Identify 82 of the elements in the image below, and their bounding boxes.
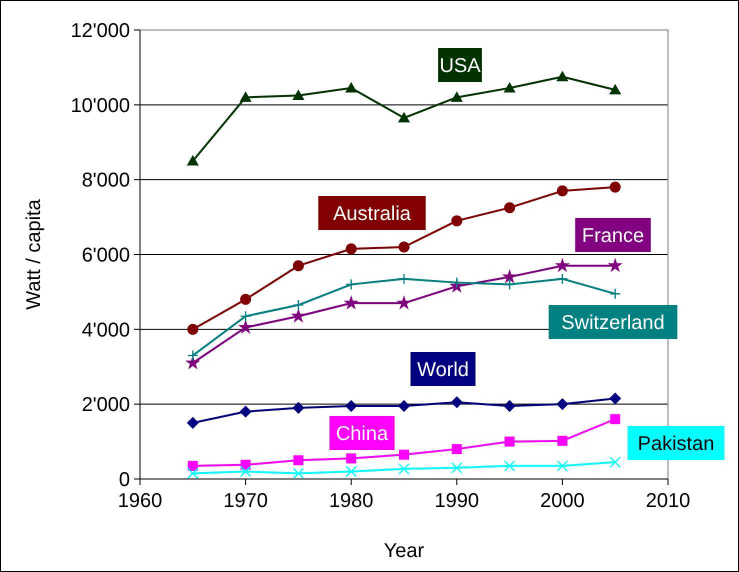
point bbox=[610, 456, 621, 468]
series-label: China bbox=[336, 423, 389, 445]
point bbox=[504, 202, 516, 214]
point bbox=[556, 398, 568, 410]
x-tick-label: 1960 bbox=[118, 490, 162, 512]
point bbox=[346, 453, 356, 464]
x-tick-label: 1990 bbox=[434, 490, 480, 512]
y-tick-label: 12'000 bbox=[70, 20, 130, 42]
point bbox=[610, 414, 620, 424]
point bbox=[504, 400, 516, 412]
point bbox=[238, 320, 254, 334]
x-tick-label: 2000 bbox=[540, 490, 585, 512]
point bbox=[188, 460, 198, 471]
y-tick-label: 8'000 bbox=[82, 170, 130, 192]
point bbox=[185, 355, 200, 370]
point bbox=[345, 82, 358, 92]
series-label: USA bbox=[439, 55, 482, 77]
point bbox=[344, 295, 359, 310]
y-tick-label: 4'000 bbox=[82, 319, 130, 342]
point bbox=[290, 308, 306, 323]
point bbox=[398, 463, 410, 475]
point bbox=[346, 278, 357, 290]
point bbox=[346, 466, 357, 478]
point bbox=[399, 450, 409, 460]
point bbox=[240, 294, 252, 305]
y-tick-label: 0 bbox=[118, 469, 130, 491]
point bbox=[556, 70, 568, 82]
point bbox=[398, 112, 410, 122]
series-label: Australia bbox=[333, 203, 412, 225]
point bbox=[292, 299, 304, 311]
point bbox=[556, 460, 568, 472]
point bbox=[504, 436, 515, 447]
point bbox=[396, 295, 412, 310]
point bbox=[451, 462, 462, 474]
series-label: Switzerland bbox=[561, 312, 665, 334]
series-label: Pakistan bbox=[638, 433, 714, 455]
point bbox=[450, 91, 463, 102]
point bbox=[557, 436, 568, 446]
point bbox=[502, 269, 518, 284]
x-tick-label: 2010 bbox=[646, 490, 690, 512]
point bbox=[186, 416, 199, 429]
point bbox=[504, 278, 516, 290]
point bbox=[398, 400, 410, 412]
point bbox=[187, 468, 198, 480]
point bbox=[610, 288, 621, 300]
point bbox=[345, 400, 358, 412]
point bbox=[608, 258, 623, 272]
point bbox=[556, 185, 568, 196]
y-tick-label: 10'000 bbox=[70, 94, 130, 117]
point bbox=[187, 324, 198, 335]
point bbox=[556, 273, 568, 284]
point bbox=[398, 273, 410, 284]
point bbox=[292, 402, 304, 414]
point bbox=[450, 396, 463, 408]
y-tick-label: 6'000 bbox=[82, 244, 130, 266]
y-tick-label: 2'000 bbox=[82, 394, 130, 416]
point bbox=[451, 215, 462, 226]
point bbox=[452, 444, 462, 454]
point bbox=[240, 310, 252, 322]
point bbox=[292, 89, 304, 100]
point bbox=[504, 82, 516, 92]
y-axis-title: Watt / capita bbox=[23, 198, 45, 310]
point bbox=[187, 350, 198, 362]
point bbox=[346, 243, 357, 254]
series-label: France bbox=[582, 225, 644, 247]
point bbox=[292, 468, 304, 480]
point bbox=[293, 455, 304, 466]
point bbox=[554, 258, 570, 272]
point bbox=[240, 91, 252, 102]
point bbox=[610, 182, 621, 193]
x-tick-label: 1980 bbox=[328, 490, 374, 512]
x-tick-label: 1970 bbox=[223, 490, 268, 512]
point bbox=[504, 460, 516, 472]
point bbox=[240, 406, 252, 418]
x-axis-title: Year bbox=[384, 540, 425, 562]
point bbox=[240, 466, 252, 478]
point bbox=[398, 242, 410, 253]
point bbox=[186, 154, 199, 166]
point bbox=[609, 84, 622, 94]
point bbox=[292, 260, 304, 272]
point bbox=[609, 392, 622, 405]
series-label: World bbox=[417, 359, 469, 381]
